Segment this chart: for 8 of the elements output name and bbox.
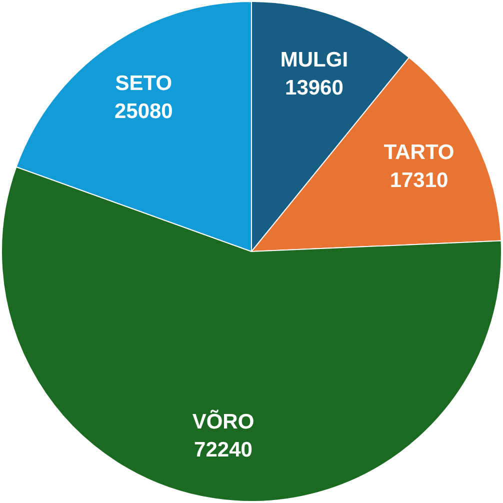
slice-label: SETO [115,72,172,95]
data-label: 17310 [390,169,448,192]
data-label: 25080 [114,100,173,123]
slice-label: MULGI [280,48,348,72]
slice-label: VÕRO [192,410,254,434]
data-label: 13960 [285,76,344,100]
data-label: 72240 [194,438,252,462]
slice-label: TARTO [384,141,454,164]
